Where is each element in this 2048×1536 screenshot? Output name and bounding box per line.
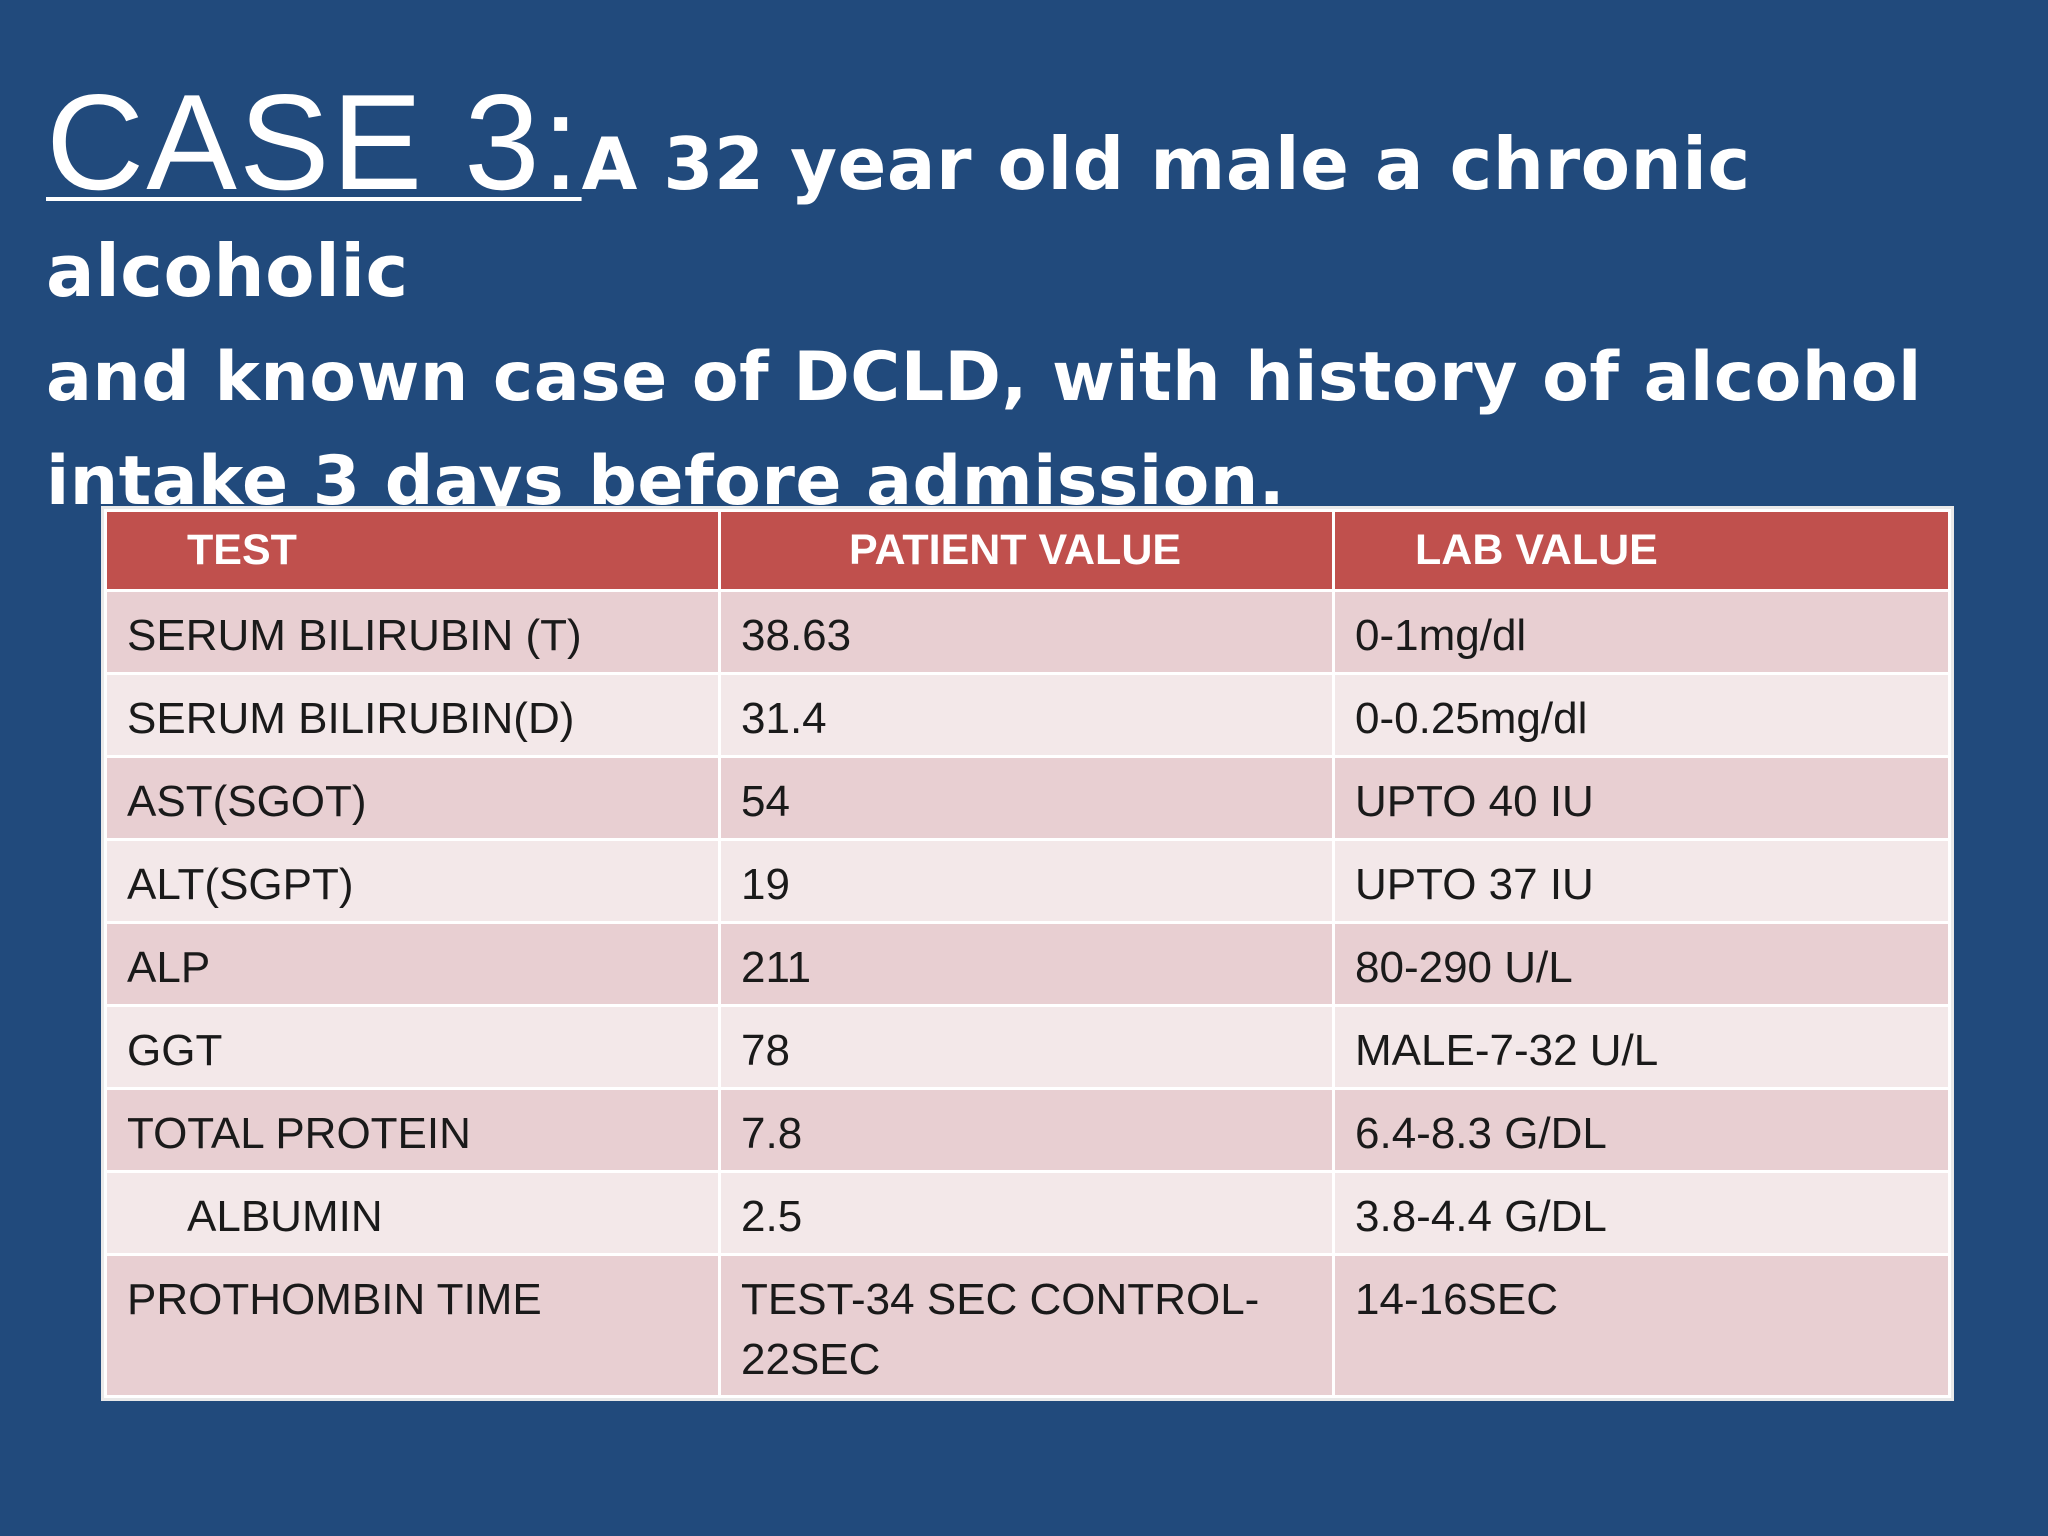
patient-value: 78	[718, 1004, 1335, 1090]
lab-value: 0-1mg/dl	[1332, 589, 1951, 675]
patient-value: 7.8	[718, 1087, 1335, 1173]
test-name: ALBUMIN	[104, 1170, 721, 1256]
table-row: SERUM BILIRUBIN (T) 38.63 0-1mg/dl	[104, 589, 1951, 675]
table-row: GGT 78 MALE-7-32 U/L	[104, 1004, 1951, 1090]
slide-title: CASE 3:A 32 year old male a chronic alco…	[46, 74, 2006, 534]
lab-value: UPTO 37 IU	[1332, 838, 1951, 924]
test-name: GGT	[104, 1004, 721, 1090]
lab-results-table: TEST PATIENT VALUE LAB VALUE SERUM BILIR…	[101, 506, 1954, 1401]
table-row: SERUM BILIRUBIN(D) 31.4 0-0.25mg/dl	[104, 672, 1951, 758]
table-row: AST(SGOT) 54 UPTO 40 IU	[104, 755, 1951, 841]
lab-value: MALE-7-32 U/L	[1332, 1004, 1951, 1090]
patient-value: 19	[718, 838, 1335, 924]
lab-value: 6.4-8.3 G/DL	[1332, 1087, 1951, 1173]
lab-value: UPTO 40 IU	[1332, 755, 1951, 841]
table-header-row: TEST PATIENT VALUE LAB VALUE	[104, 509, 1951, 592]
patient-value: 54	[718, 755, 1335, 841]
patient-value: 2.5	[718, 1170, 1335, 1256]
patient-value: 38.63	[718, 589, 1335, 675]
case-description-line-3: intake 3 days before admission.	[46, 442, 1286, 521]
case-description-line-2: and known case of DCLD, with history of …	[46, 338, 1922, 417]
case-description-line-1: A 32 year old male a chronic alcoholic	[46, 122, 1751, 313]
lab-value: 80-290 U/L	[1332, 921, 1951, 1007]
header-lab-value: LAB VALUE	[1332, 509, 1951, 592]
test-name: TOTAL PROTEIN	[104, 1087, 721, 1173]
lab-value: 14-16SEC	[1332, 1253, 1951, 1398]
test-name: ALP	[104, 921, 721, 1007]
test-name: PROTHOMBIN TIME	[104, 1253, 721, 1398]
test-name: AST(SGOT)	[104, 755, 721, 841]
lab-value: 3.8-4.4 G/DL	[1332, 1170, 1951, 1256]
test-name: ALT(SGPT)	[104, 838, 721, 924]
table-row: ALBUMIN 2.5 3.8-4.4 G/DL	[104, 1170, 1951, 1256]
patient-value: 211	[718, 921, 1335, 1007]
patient-value: 31.4	[718, 672, 1335, 758]
table-row: TOTAL PROTEIN 7.8 6.4-8.3 G/DL	[104, 1087, 1951, 1173]
test-name: SERUM BILIRUBIN (T)	[104, 589, 721, 675]
case-label: CASE 3:	[46, 66, 582, 218]
table-row: ALT(SGPT) 19 UPTO 37 IU	[104, 838, 1951, 924]
table-row: ALP 211 80-290 U/L	[104, 921, 1951, 1007]
lab-value: 0-0.25mg/dl	[1332, 672, 1951, 758]
patient-value: TEST-34 SEC CONTROL-22SEC	[718, 1253, 1335, 1398]
test-name: SERUM BILIRUBIN(D)	[104, 672, 721, 758]
header-test: TEST	[104, 509, 721, 592]
header-patient-value: PATIENT VALUE	[718, 509, 1335, 592]
table-row: PROTHOMBIN TIME TEST-34 SEC CONTROL-22SE…	[104, 1253, 1951, 1398]
